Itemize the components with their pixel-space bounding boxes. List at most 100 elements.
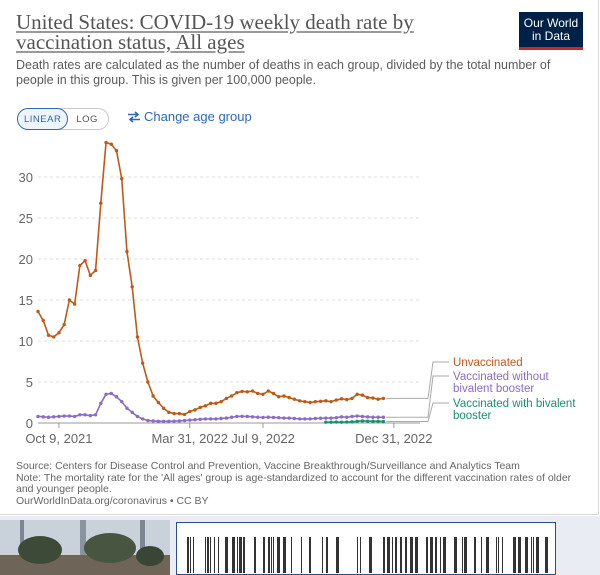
barcode-bar	[268, 537, 270, 573]
data-point-without-bivalent	[350, 414, 354, 419]
data-point-unvaccinated	[198, 405, 202, 410]
series-label-without-bivalent: bivalent booster	[453, 383, 534, 395]
data-point-without-bivalent	[292, 416, 297, 421]
gridlines	[38, 176, 420, 424]
data-point-without-bivalent	[297, 417, 302, 421]
data-point-without-bivalent	[261, 415, 265, 420]
x-tick-label: Oct 9, 2021	[25, 431, 92, 446]
barcode-bar	[336, 537, 339, 573]
chart-title: United States: COVID-19 weekly death rat…	[16, 10, 414, 54]
data-point-unvaccinated	[62, 322, 66, 327]
data-point-unvaccinated	[214, 401, 218, 406]
log-scale-button[interactable]: LOG	[76, 113, 98, 125]
data-point-unvaccinated	[381, 396, 386, 401]
data-point-unvaccinated	[229, 394, 234, 398]
barcode-bar	[443, 537, 446, 573]
data-point-without-bivalent	[250, 415, 255, 419]
barcode-bar	[462, 537, 463, 573]
data-point-unvaccinated	[78, 263, 82, 268]
data-point-without-bivalent	[57, 414, 61, 419]
data-point-with-bivalent	[381, 419, 386, 424]
barcode-bar	[410, 537, 413, 573]
data-point-unvaccinated	[172, 411, 176, 416]
data-point-without-bivalent	[256, 415, 260, 419]
data-point-unvaccinated	[167, 410, 171, 415]
data-point-unvaccinated	[282, 394, 286, 398]
barcode-thumbnail[interactable]	[176, 522, 556, 575]
data-point-without-bivalent	[146, 418, 150, 423]
data-point-unvaccinated	[104, 140, 108, 145]
data-point-unvaccinated	[329, 399, 333, 404]
series-lines	[36, 140, 386, 424]
data-point-without-bivalent	[308, 417, 312, 421]
barcode-bar	[387, 537, 390, 573]
barcode-bar	[531, 537, 532, 573]
data-point-without-bivalent	[140, 417, 145, 421]
data-point-unvaccinated	[292, 397, 297, 401]
x-tick-label: Mar 31, 2022	[151, 431, 228, 446]
data-point-with-bivalent	[324, 420, 328, 424]
data-point-unvaccinated	[114, 149, 119, 153]
data-point-unvaccinated	[99, 201, 103, 205]
data-point-unvaccinated	[83, 258, 87, 263]
barcode-bar	[214, 537, 215, 573]
y-axis-ticks: 0 5 10 15 20 25 30	[19, 170, 33, 431]
barcode-bar	[301, 537, 302, 573]
label-connector-without-bivalent	[386, 375, 449, 418]
barcode-bar	[496, 537, 497, 573]
barcode-bar	[207, 537, 209, 573]
data-point-unvaccinated	[125, 249, 129, 254]
data-point-unvaccinated	[334, 398, 338, 402]
photo-thumbnail[interactable]	[0, 520, 170, 575]
data-point-unvaccinated	[36, 309, 40, 314]
barcode-bar	[415, 537, 418, 573]
barcode-bar	[225, 537, 228, 573]
data-point-unvaccinated	[308, 400, 312, 405]
data-point-without-bivalent	[381, 415, 386, 419]
data-point-unvaccinated	[240, 389, 244, 394]
data-point-unvaccinated	[93, 268, 98, 273]
barcode-bar	[518, 537, 521, 573]
data-point-without-bivalent	[104, 392, 108, 396]
data-point-without-bivalent	[114, 395, 119, 399]
data-point-without-bivalent	[188, 418, 192, 422]
barcode-bar	[502, 537, 503, 573]
data-point-without-bivalent	[67, 414, 72, 418]
data-point-unvaccinated	[193, 408, 197, 412]
data-point-without-bivalent	[41, 415, 45, 419]
data-point-without-bivalent	[345, 415, 349, 419]
citation-link[interactable]: OurWorldInData.org/coronavirus • CC BY	[16, 494, 209, 507]
y-tick-label: 0	[26, 416, 33, 431]
linear-scale-button[interactable]: LINEAR	[17, 108, 69, 130]
barcode-bar	[369, 537, 372, 573]
series-label-with-bivalent: booster	[453, 410, 492, 422]
logo-line-2: in Data	[531, 29, 571, 43]
data-point-unvaccinated	[151, 394, 155, 398]
data-point-unvaccinated	[256, 391, 260, 396]
change-age-group-button[interactable]: Change age group	[127, 109, 252, 124]
data-point-without-bivalent	[46, 415, 51, 419]
owid-logo[interactable]: Our World in Data	[519, 12, 583, 50]
data-point-unvaccinated	[313, 399, 318, 404]
data-point-without-bivalent	[277, 415, 281, 420]
data-point-unvaccinated	[109, 142, 113, 146]
data-point-without-bivalent	[198, 417, 202, 422]
series-line-unvaccinated	[37, 141, 384, 416]
data-point-without-bivalent	[151, 419, 155, 423]
data-point-unvaccinated	[177, 411, 181, 416]
barcode-bar	[271, 537, 272, 573]
barcode-bar	[486, 537, 489, 573]
data-point-without-bivalent	[130, 410, 134, 415]
data-point-without-bivalent	[172, 419, 176, 423]
data-point-without-bivalent	[109, 391, 113, 396]
data-point-without-bivalent	[229, 415, 234, 419]
barcode-bar	[513, 537, 516, 573]
data-point-without-bivalent	[371, 415, 375, 419]
barcode-bar	[237, 537, 238, 573]
change-age-group-label: Change age group	[144, 109, 252, 124]
data-point-unvaccinated	[224, 396, 229, 401]
data-point-without-bivalent	[376, 415, 380, 419]
data-point-without-bivalent	[182, 418, 187, 423]
chart-subtitle: Death rates are calculated as the number…	[16, 58, 551, 87]
